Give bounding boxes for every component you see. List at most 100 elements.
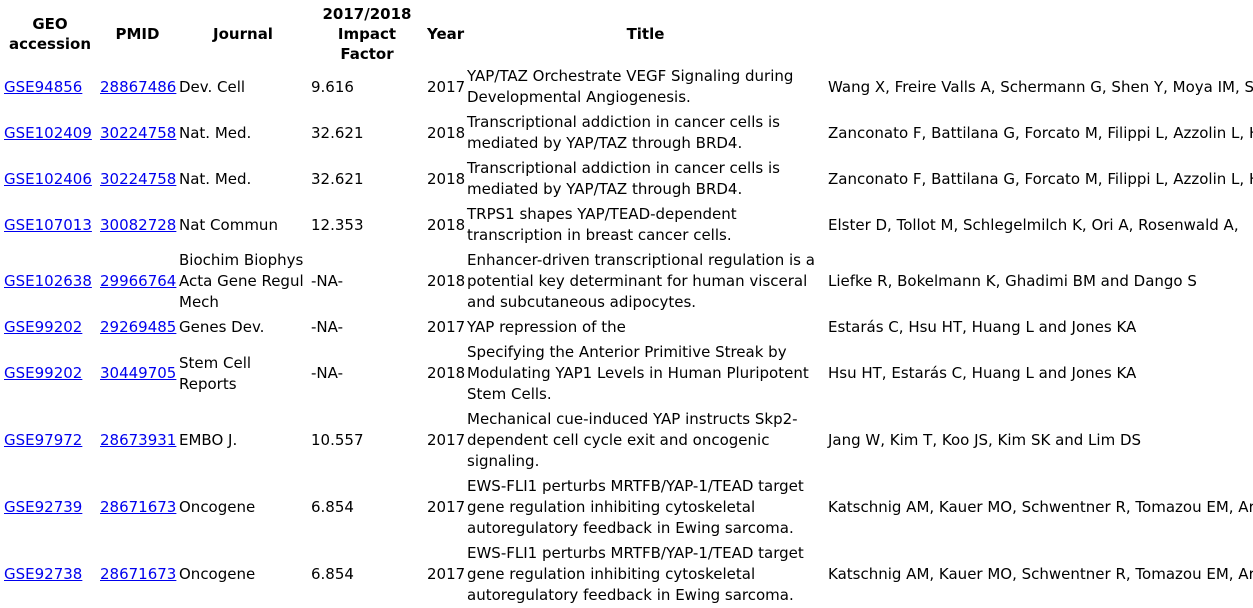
pmid-cell: 30449705 <box>98 340 177 407</box>
pmid-cell: 29269485 <box>98 315 177 340</box>
table-row: GSE102406 30224758 Nat. Med. 32.621 2018 Tran… <box>2 156 1253 202</box>
impact-factor-cell: 6.854 <box>311 498 354 516</box>
pmid-link[interactable]: 29966764 <box>100 272 177 290</box>
table-row: GSE92739 28671673 Oncogene 6.854 2017 EWS-FLI… <box>2 474 1253 541</box>
geo-cell: GSE99202 <box>2 340 98 407</box>
table-row: GSE102638 29966764 Biochim Biophys Acta Ge… <box>2 248 1253 315</box>
journal-cell: Stem Cell Reports <box>179 353 252 393</box>
authors-cell: Zanconato F, Battilana G, Forcato M, Fil… <box>828 123 1253 142</box>
geo-accession-link[interactable]: GSE99202 <box>4 364 83 382</box>
pmid-link[interactable]: 30224758 <box>100 169 177 188</box>
journal-cell: EMBO J. <box>179 431 238 449</box>
geo-cell: GSE97972 <box>2 407 98 474</box>
year-cell: 2018 <box>427 272 466 290</box>
year-cell: 2018 <box>427 364 466 382</box>
header-authors <box>826 4 1253 64</box>
pmid-link[interactable]: 28673931 <box>100 431 177 449</box>
table-row: GSE107013 30082728 Nat Commun 12.353 2018 TRP… <box>2 202 1253 248</box>
geo-accession-link[interactable]: GSE99202 <box>4 318 83 336</box>
impact-factor-cell: 6.854 <box>311 565 354 583</box>
title-cell: EWS-FLI1 perturbs MRTFB/YAP-1/TEAD targe… <box>467 544 804 604</box>
table-row: GSE102409 30224758 Nat. Med. 32.621 2018 Tran… <box>2 110 1253 156</box>
header-year: Year <box>427 25 465 43</box>
pmid-link[interactable]: 28671673 <box>100 498 177 516</box>
journal-cell: Genes Dev. <box>179 318 265 336</box>
impact-factor-cell: 32.621 <box>311 169 364 188</box>
table-row: GSE97972 28673931 EMBO J. 10.557 2017 Mechani… <box>2 407 1253 474</box>
journal-cell: Oncogene <box>179 498 256 516</box>
geo-accession-link[interactable]: GSE94856 <box>4 77 83 96</box>
title-cell: Mechanical cue-induced YAP instructs Skp… <box>467 410 798 470</box>
pmid-cell: 28673931 <box>98 407 177 474</box>
journal-cell: Biochim Biophys Acta Gene Regul Mech <box>179 251 304 311</box>
pmid-cell: 30082728 <box>98 202 177 248</box>
title-cell: Transcriptional addiction in cancer cell… <box>467 113 780 152</box>
year-cell: 2018 <box>427 123 466 142</box>
pmid-cell: 30224758 <box>98 110 177 156</box>
impact-factor-cell: -NA- <box>311 272 343 290</box>
authors-cell: Elster D, Tollot M, Schlegelmilch K, Ori… <box>828 215 1239 234</box>
geo-accession-link[interactable]: GSE92739 <box>4 498 83 516</box>
geo-accession-link[interactable]: GSE102409 <box>4 123 92 142</box>
year-cell: 2017 <box>427 565 466 583</box>
year-cell: 2017 <box>427 498 466 516</box>
authors-cell: Estarás C, Hsu HT, Huang L and Jones KA <box>828 318 1137 336</box>
header-impact-factor: 2017/2018 Impact Factor <box>322 5 412 63</box>
authors-cell: Zanconato F, Battilana G, Forcato M, Fil… <box>828 169 1253 188</box>
pmid-link[interactable]: 29269485 <box>100 318 177 336</box>
geo-accession-link[interactable]: GSE92738 <box>4 565 83 583</box>
pmid-link[interactable]: 28671673 <box>100 565 177 583</box>
pmid-cell: 28671673 <box>98 541 177 608</box>
pmid-link[interactable]: 30224758 <box>100 123 177 142</box>
authors-cell: Wang X, Freire Valls A, Schermann G, She… <box>828 77 1253 96</box>
geo-cell: GSE94856 <box>2 64 98 110</box>
pmid-cell: 29966764 <box>98 248 177 315</box>
year-cell: 2017 <box>427 318 466 336</box>
impact-factor-cell: -NA- <box>311 364 343 382</box>
pmid-link[interactable]: 30082728 <box>100 215 177 234</box>
table-row: GSE94856 28867486 Dev. Cell 9.616 2017 YAP/TA… <box>2 64 1253 110</box>
title-cell: YAP repression of the <box>467 318 626 336</box>
title-cell: Enhancer-driven transcriptional regulati… <box>467 251 815 311</box>
authors-cell: Katschnig AM, Kauer MO, Schwentner R, To… <box>828 565 1253 583</box>
geo-cell: GSE102638 <box>2 248 98 315</box>
geo-cell: GSE92739 <box>2 474 98 541</box>
geo-cell: GSE102409 <box>2 110 98 156</box>
pmid-cell: 30224758 <box>98 156 177 202</box>
geo-accession-link[interactable]: GSE97972 <box>4 431 83 449</box>
title-cell: EWS-FLI1 perturbs MRTFB/YAP-1/TEAD targe… <box>467 477 804 537</box>
table-row: GSE92738 28671673 Oncogene 6.854 2017 EWS-FLI… <box>2 541 1253 608</box>
geo-accession-link[interactable]: GSE102638 <box>4 272 92 290</box>
journal-cell: Nat. Med. <box>179 169 252 188</box>
impact-factor-cell: 10.557 <box>311 431 364 449</box>
table-row: GSE99202 29269485 Genes Dev. -NA- 2017 YAP re… <box>2 315 1253 340</box>
title-cell: TRPS1 shapes YAP/TEAD-dependent transcri… <box>467 205 737 244</box>
geo-accession-link[interactable]: GSE107013 <box>4 215 92 234</box>
geo-accession-link[interactable]: GSE102406 <box>4 169 92 188</box>
pmid-cell: 28671673 <box>98 474 177 541</box>
header-pmid: PMID <box>115 25 160 43</box>
geo-table: GEO accession PMID Journal 2017/2018 Imp… <box>2 4 1253 608</box>
impact-factor-cell: 32.621 <box>311 123 364 142</box>
title-cell: Transcriptional addiction in cancer cell… <box>467 159 780 198</box>
geo-cell: GSE92738 <box>2 541 98 608</box>
pmid-link[interactable]: 28867486 <box>100 77 177 96</box>
authors-cell: Liefke R, Bokelmann K, Ghadimi BM and Da… <box>828 272 1197 290</box>
header-row: GEO accession PMID Journal 2017/2018 Imp… <box>2 4 1253 64</box>
authors-cell: Hsu HT, Estarás C, Huang L and Jones KA <box>828 364 1137 382</box>
header-geo-accession: GEO accession <box>8 15 92 53</box>
journal-cell: Nat Commun <box>179 215 278 234</box>
authors-cell: Katschnig AM, Kauer MO, Schwentner R, To… <box>828 498 1253 516</box>
geo-cell: GSE99202 <box>2 315 98 340</box>
year-cell: 2017 <box>427 77 466 96</box>
geo-cell: GSE107013 <box>2 202 98 248</box>
journal-cell: Oncogene <box>179 565 256 583</box>
pmid-link[interactable]: 30449705 <box>100 364 177 382</box>
year-cell: 2017 <box>427 431 466 449</box>
geo-cell: GSE102406 <box>2 156 98 202</box>
title-cell: YAP/TAZ Orchestrate VEGF Signaling durin… <box>467 67 794 106</box>
header-journal: Journal <box>213 25 273 43</box>
year-cell: 2018 <box>427 169 466 188</box>
impact-factor-cell: -NA- <box>311 318 343 336</box>
header-title: Title <box>626 25 665 43</box>
